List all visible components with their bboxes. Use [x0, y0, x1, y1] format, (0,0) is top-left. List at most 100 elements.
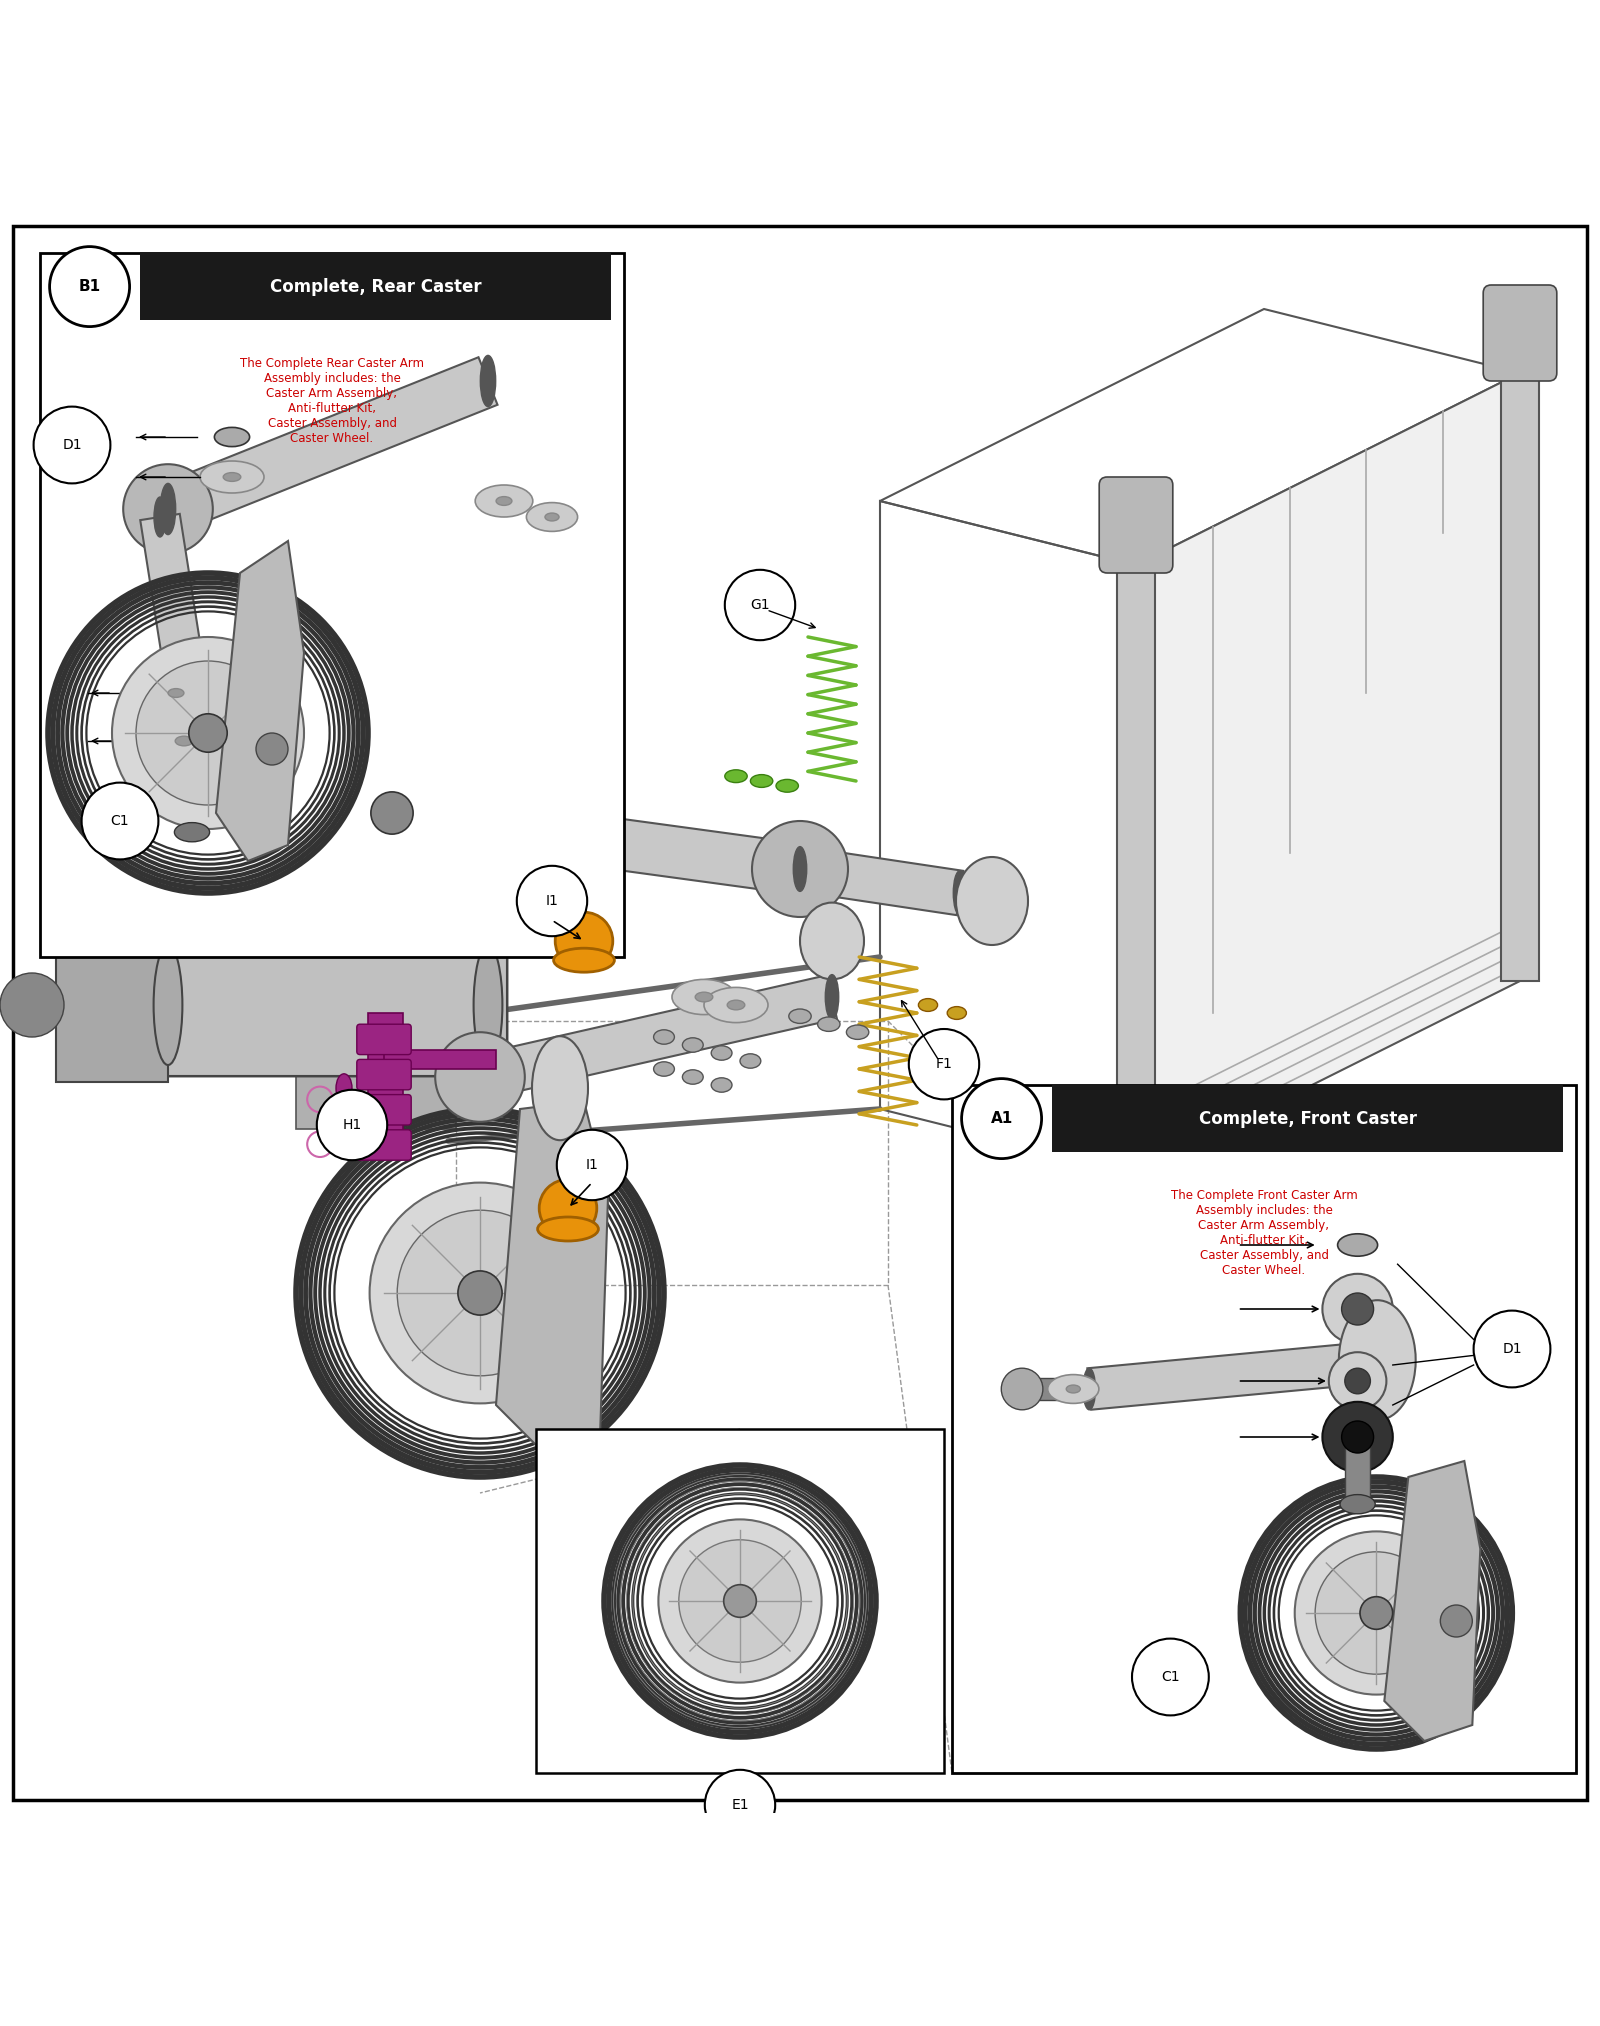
- Polygon shape: [475, 975, 837, 1098]
- Circle shape: [557, 1131, 627, 1199]
- Ellipse shape: [710, 1045, 731, 1060]
- Circle shape: [123, 464, 213, 553]
- Text: D1: D1: [1502, 1341, 1522, 1355]
- Circle shape: [50, 247, 130, 326]
- Ellipse shape: [160, 484, 176, 535]
- Bar: [1344, 1436, 1370, 1501]
- Polygon shape: [216, 541, 304, 861]
- Ellipse shape: [704, 987, 768, 1023]
- Ellipse shape: [214, 427, 250, 446]
- Bar: [1026, 1378, 1082, 1400]
- Circle shape: [539, 1179, 597, 1238]
- Circle shape: [458, 1270, 502, 1315]
- Ellipse shape: [531, 1035, 589, 1141]
- Text: Complete, Front Caster: Complete, Front Caster: [1198, 1110, 1416, 1128]
- Ellipse shape: [954, 871, 966, 916]
- Ellipse shape: [336, 1118, 352, 1147]
- Circle shape: [397, 1210, 563, 1376]
- Circle shape: [517, 865, 587, 936]
- Text: A1: A1: [990, 1110, 1013, 1126]
- Circle shape: [678, 1540, 802, 1661]
- Circle shape: [1440, 1605, 1472, 1637]
- Text: F1: F1: [936, 1058, 952, 1072]
- Polygon shape: [158, 357, 498, 533]
- Circle shape: [136, 660, 280, 804]
- Circle shape: [317, 1090, 387, 1161]
- Bar: [952, 1086, 1576, 1773]
- Ellipse shape: [546, 513, 558, 521]
- Ellipse shape: [789, 1009, 811, 1023]
- Circle shape: [1330, 1351, 1386, 1410]
- Text: The Complete Rear Caster Arm
Assembly includes: the
Caster Arm Assembly,
Anti-fl: The Complete Rear Caster Arm Assembly in…: [240, 357, 424, 446]
- Ellipse shape: [178, 648, 190, 689]
- Bar: [296, 889, 456, 1128]
- Ellipse shape: [726, 1001, 744, 1009]
- Circle shape: [752, 821, 848, 918]
- Ellipse shape: [222, 472, 240, 482]
- Polygon shape: [141, 515, 203, 673]
- Ellipse shape: [538, 1218, 598, 1242]
- Circle shape: [1474, 1311, 1550, 1388]
- Circle shape: [1323, 1402, 1394, 1473]
- Ellipse shape: [554, 948, 614, 972]
- Ellipse shape: [526, 502, 578, 531]
- Text: The Complete Front Caster Arm
Assembly includes: the
Caster Arm Assembly,
Anti-f: The Complete Front Caster Arm Assembly i…: [1171, 1189, 1357, 1276]
- FancyBboxPatch shape: [1483, 286, 1557, 381]
- Text: Complete, Rear Caster: Complete, Rear Caster: [270, 278, 482, 296]
- Circle shape: [314, 733, 470, 891]
- Circle shape: [256, 733, 288, 766]
- Circle shape: [1342, 1293, 1374, 1325]
- Circle shape: [1315, 1552, 1437, 1673]
- Ellipse shape: [776, 780, 798, 792]
- FancyBboxPatch shape: [357, 1060, 411, 1090]
- Ellipse shape: [653, 1029, 675, 1043]
- Text: C1: C1: [1162, 1669, 1179, 1684]
- FancyBboxPatch shape: [357, 1025, 411, 1056]
- Ellipse shape: [474, 1056, 486, 1100]
- Text: H1: H1: [342, 1118, 362, 1133]
- Ellipse shape: [174, 823, 210, 841]
- Bar: [384, 1049, 496, 1070]
- Circle shape: [1131, 1639, 1210, 1716]
- Circle shape: [962, 1078, 1042, 1159]
- Text: I1: I1: [546, 893, 558, 908]
- Circle shape: [1360, 1596, 1392, 1629]
- Ellipse shape: [682, 1037, 702, 1051]
- Circle shape: [34, 407, 110, 484]
- Ellipse shape: [682, 1070, 702, 1084]
- Circle shape: [1323, 1274, 1394, 1343]
- Ellipse shape: [818, 1017, 840, 1031]
- Circle shape: [659, 1520, 822, 1684]
- Polygon shape: [1088, 1345, 1347, 1410]
- Ellipse shape: [475, 484, 533, 517]
- Bar: [179, 766, 205, 829]
- Ellipse shape: [440, 796, 456, 847]
- Ellipse shape: [152, 723, 216, 758]
- Ellipse shape: [1066, 1386, 1080, 1394]
- Circle shape: [1294, 1532, 1458, 1694]
- Circle shape: [704, 1771, 776, 1840]
- Ellipse shape: [168, 689, 184, 697]
- Polygon shape: [1136, 373, 1520, 1173]
- Text: G1: G1: [750, 598, 770, 612]
- Bar: [40, 253, 624, 956]
- Circle shape: [371, 792, 413, 835]
- Bar: [1501, 373, 1539, 981]
- Ellipse shape: [336, 1074, 352, 1102]
- FancyBboxPatch shape: [357, 1094, 411, 1124]
- Bar: [368, 1013, 403, 1157]
- Ellipse shape: [794, 847, 806, 891]
- Ellipse shape: [1339, 1301, 1416, 1420]
- Polygon shape: [445, 796, 803, 893]
- Ellipse shape: [826, 975, 838, 1019]
- Circle shape: [435, 1031, 525, 1122]
- Circle shape: [723, 1584, 757, 1617]
- Circle shape: [112, 636, 304, 829]
- Text: D1: D1: [62, 438, 82, 452]
- Ellipse shape: [1338, 1234, 1378, 1256]
- Text: E1: E1: [731, 1797, 749, 1811]
- Circle shape: [82, 782, 158, 859]
- Ellipse shape: [957, 857, 1027, 944]
- Ellipse shape: [1341, 1495, 1376, 1513]
- Ellipse shape: [750, 774, 773, 788]
